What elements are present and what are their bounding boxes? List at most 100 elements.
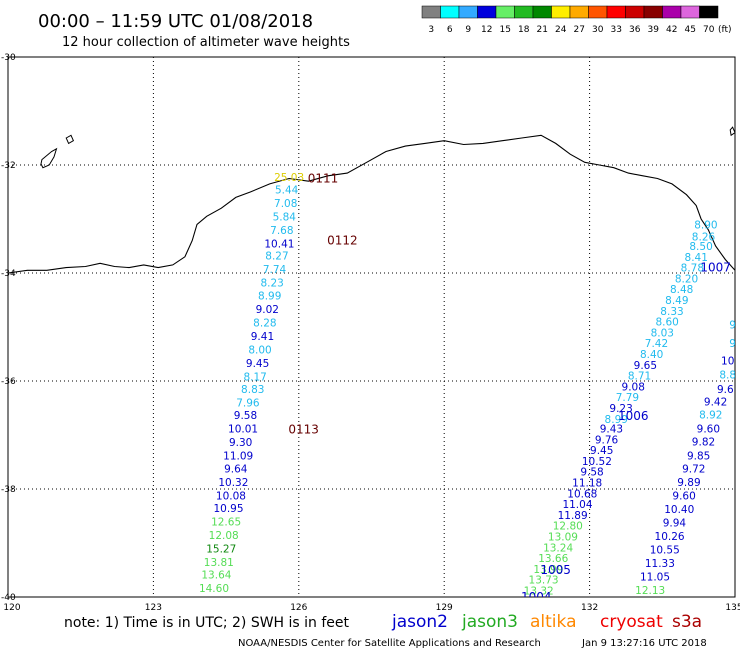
satellite-name: s3a <box>672 612 702 632</box>
lat-tick-label: -34 <box>1 269 16 279</box>
lon-tick-label: 120 <box>3 603 20 613</box>
wave-height-value: 13.59 <box>197 596 227 608</box>
lat-tick-label: -40 <box>1 593 16 603</box>
lon-tick-label: 126 <box>290 603 307 613</box>
colorbar-tick-label: 9 <box>465 25 471 35</box>
colorbar-swatch <box>662 5 682 19</box>
wave-height-value: 11.18 <box>572 478 602 490</box>
wave-height-value: 8.8 <box>719 370 736 382</box>
colorbar-swatch <box>495 5 515 19</box>
wave-height-value: 10.55 <box>650 544 680 556</box>
wave-height-value: 9.60 <box>672 490 695 502</box>
axis-tick-labels: 120 123 126 129 132 135 -30 -32 -34 -36 -38 -40 <box>1 53 740 613</box>
wave-height-value: 9.08 <box>622 381 645 393</box>
wave-height-value: 9.85 <box>687 451 710 463</box>
colorbar-swatch <box>699 5 719 19</box>
colorbar-tick-label: 42 <box>666 25 677 35</box>
wave-height-value: 8.17 <box>243 372 266 384</box>
wave-height-value: 9.65 <box>634 360 657 372</box>
wave-height-value: 9.30 <box>229 437 252 449</box>
satellite-track-labels: 0111 0112 0113 1004 1005 1006 1007 <box>288 172 731 598</box>
track-pass-label: 0112 <box>327 234 358 248</box>
generated-timestamp: Jan 9 13:27:16 UTC 2018 <box>581 638 707 649</box>
colorbar-swatch <box>532 5 552 19</box>
colorbar-swatch <box>625 5 645 19</box>
wave-height-value: 10.68 <box>567 488 597 500</box>
wave-height-value: 11.89 <box>558 510 588 522</box>
wave-height-value: 10 <box>721 355 734 367</box>
wave-height-value: 11.04 <box>562 499 592 511</box>
colorbar-swatch <box>680 5 700 19</box>
colorbar-swatch <box>514 5 534 19</box>
colorbar-tick-label: 36 <box>629 25 641 35</box>
colorbar-swatch <box>421 5 441 19</box>
lat-tick-label: -36 <box>1 377 16 387</box>
wave-height-value: 11.09 <box>223 451 253 463</box>
colorbar-tick-label: 70 <box>703 25 715 35</box>
lat-tick-label: -38 <box>1 485 16 495</box>
wave-height-value: 9.82 <box>692 436 715 448</box>
wave-height-value: 8.99 <box>605 414 628 426</box>
lon-tick-label: 129 <box>436 603 453 613</box>
colorbar-tick-label: 24 <box>555 25 567 35</box>
colorbar-swatch <box>458 5 478 19</box>
colorbar-tick-label: 18 <box>518 25 530 35</box>
wave-height-value: 13.52 <box>519 596 549 608</box>
wave-height-value: 8.26 <box>692 231 716 243</box>
wave-height-value: 11.33 <box>645 558 675 570</box>
wave-height-value: 10.26 <box>655 531 685 543</box>
lon-tick-label: 135 <box>725 603 740 613</box>
colorbar-tick-label: 3 <box>428 25 434 35</box>
page-title: 00:00 – 11:59 UTC 01/08/2018 <box>38 11 313 32</box>
colorbar-tick-label: 45 <box>685 25 696 35</box>
page-subtitle: 12 hour collection of altimeter wave hei… <box>62 35 350 50</box>
wave-height-value: 25.03 <box>274 172 304 184</box>
wave-height-value: 7.08 <box>274 198 297 210</box>
wave-height-value: 5.84 <box>273 211 297 223</box>
island-outline <box>40 147 58 169</box>
lon-tick-label: 132 <box>581 603 598 613</box>
credit-line: NOAA/NESDIS Center for Satellite Applica… <box>238 638 541 649</box>
island-outline <box>65 134 75 145</box>
wave-height-value: 9.60 <box>697 424 720 436</box>
colorbar-tick-label: 21 <box>537 25 548 35</box>
wave-height-value: 10.08 <box>216 490 246 502</box>
wave-height-value: 13.32 <box>524 586 554 598</box>
wave-height-value: 8.99 <box>258 291 281 303</box>
satellite-name: cryosat <box>600 612 663 632</box>
wave-height-value: 8.03 <box>651 327 674 339</box>
wave-height-value: 9 <box>729 338 736 350</box>
wave-height-colorbar: 3 6 9 12 15 18 21 24 27 30 33 36 39 42 45 70 <box>421 5 719 35</box>
colorbar-unit-label: (ft) <box>718 25 732 35</box>
colorbar-swatch <box>569 5 589 19</box>
wave-height-value: 8.92 <box>699 409 722 421</box>
wave-height-value: 13.81 <box>204 557 234 569</box>
wave-height-value: 13.64 <box>201 569 231 581</box>
wave-height-value: 13.73 <box>529 575 559 587</box>
colorbar-tick-label: 39 <box>648 25 660 35</box>
wave-height-value: 15.27 <box>206 543 236 555</box>
wave-height-value: 9.72 <box>682 463 705 475</box>
map-frame <box>7 56 736 598</box>
map-panel: 25.035.447.085.847.6810.418.277.748.238.… <box>1 53 740 613</box>
colorbar-tick-label: 30 <box>592 25 604 35</box>
wave-height-value: 9.41 <box>251 331 274 343</box>
colorbar-tick-label: 33 <box>611 25 622 35</box>
colorbar-swatch <box>643 5 663 19</box>
wave-height-value: 9.76 <box>595 434 619 446</box>
satellite-name: jason2 <box>391 612 448 632</box>
track-pass-label: 1007 <box>700 261 731 275</box>
wave-height-value: 13.09 <box>548 532 578 544</box>
wave-height-value: 13.66 <box>538 553 568 565</box>
colorbar-swatch <box>440 5 460 19</box>
track-pass-label: 0111 <box>308 172 339 186</box>
wave-height-value: 9.6 <box>717 384 734 396</box>
track-pass-label: 1005 <box>540 563 571 577</box>
wave-height-value: 8.00 <box>248 345 271 357</box>
coastline-layer <box>8 126 735 274</box>
island-outline <box>729 126 735 137</box>
wave-height-value: 8.83 <box>241 384 264 396</box>
wave-height-value: 13.24 <box>543 542 573 554</box>
wave-height-value: 8.50 <box>689 241 712 253</box>
wave-height-value: 8.71 <box>628 371 651 383</box>
